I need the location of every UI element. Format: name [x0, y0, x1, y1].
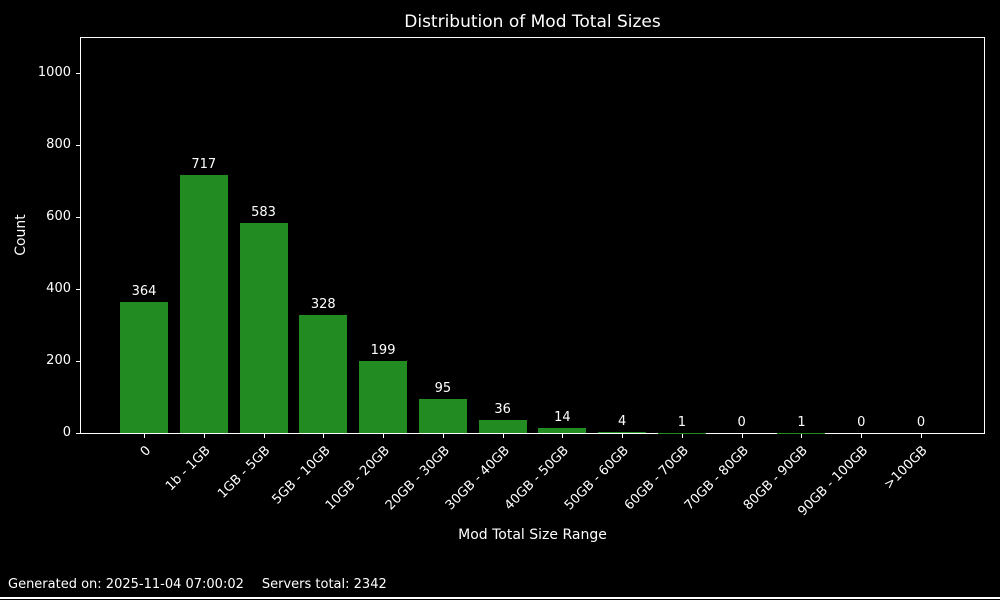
- y-tick-label: 200: [46, 352, 71, 368]
- y-tick-label: 800: [46, 136, 71, 152]
- y-tick-label: 600: [46, 208, 71, 224]
- footer-generated-timestamp: Generated on: 2025-11-04 07:00:02: [8, 577, 244, 592]
- x-axis-tick: [861, 434, 863, 438]
- footer-divider-line: [0, 597, 1000, 599]
- x-axis-tick: [203, 434, 205, 438]
- bar-value-label: 95: [434, 380, 452, 396]
- bar: [239, 222, 288, 433]
- footer-servers-total: Servers total: 2342: [261, 577, 387, 592]
- y-tick-label: 0: [62, 425, 71, 440]
- bar-value-label: 0: [916, 415, 926, 430]
- x-tick-label: 1b - 1GB: [162, 443, 214, 495]
- y-axis-tick: [76, 288, 80, 290]
- x-axis-tick: [144, 434, 145, 438]
- bar: [359, 361, 408, 433]
- y-tick-label: 400: [46, 280, 71, 296]
- bar: [538, 427, 587, 433]
- bar-value-label: 0: [857, 415, 866, 430]
- x-axis-label: Mod Total Size Range: [458, 527, 607, 543]
- bar-value-label: 583: [251, 204, 276, 220]
- x-axis-tick: [383, 434, 385, 438]
- y-axis-tick: [76, 360, 80, 362]
- x-axis-tick: [741, 434, 743, 438]
- x-tick-label: 0: [137, 443, 154, 460]
- bar-value-label: 717: [191, 156, 217, 172]
- bar: [120, 301, 168, 433]
- bar-value-label: 4: [618, 413, 627, 429]
- x-axis-tick: [921, 434, 922, 438]
- plot-area: 364 717 583 328 199 95 36 14 4 1 0 1 0 0: [80, 37, 985, 434]
- x-axis-tick: [323, 434, 325, 438]
- y-axis-tick: [76, 433, 80, 434]
- chart-title: Distribution of Mod Total Sizes: [404, 12, 661, 32]
- bar: [299, 314, 348, 433]
- bar-value-label: 36: [494, 402, 511, 418]
- footer: Generated on: 2025-11-04 07:00:02 Servers…: [8, 577, 387, 592]
- bar-value-label: 1: [797, 414, 806, 430]
- x-tick-label: >100GB: [881, 443, 931, 493]
- y-axis-tick: [76, 72, 80, 74]
- x-axis-tick: [801, 434, 803, 438]
- bar-value-label: 199: [370, 343, 396, 359]
- bar-value-label: 328: [310, 296, 336, 312]
- y-axis-tick: [76, 216, 80, 218]
- bar-value-label: 1: [677, 414, 687, 430]
- y-tick-label: 1000: [37, 64, 71, 80]
- x-axis-tick: [263, 434, 265, 438]
- x-axis-tick: [442, 434, 444, 438]
- y-axis-tick: [76, 144, 80, 146]
- bars-layer: 364 717 583 328 199 95 36 14 4 1 0 1 0 0: [81, 38, 984, 433]
- x-tick-label: 5GB - 10GB: [269, 443, 334, 508]
- bar-value-label: 364: [131, 283, 157, 299]
- bar-value-label: 14: [554, 409, 571, 425]
- x-axis-tick: [681, 434, 683, 438]
- x-axis-tick: [502, 434, 504, 438]
- x-axis-tick: [562, 434, 564, 438]
- bar: [598, 431, 647, 433]
- bar-value-label: 0: [737, 415, 746, 430]
- bar: [418, 398, 467, 433]
- bar: [478, 420, 527, 433]
- x-axis-tick: [622, 434, 624, 438]
- bar: [179, 174, 228, 433]
- x-tick-label: 1GB - 5GB: [215, 443, 274, 502]
